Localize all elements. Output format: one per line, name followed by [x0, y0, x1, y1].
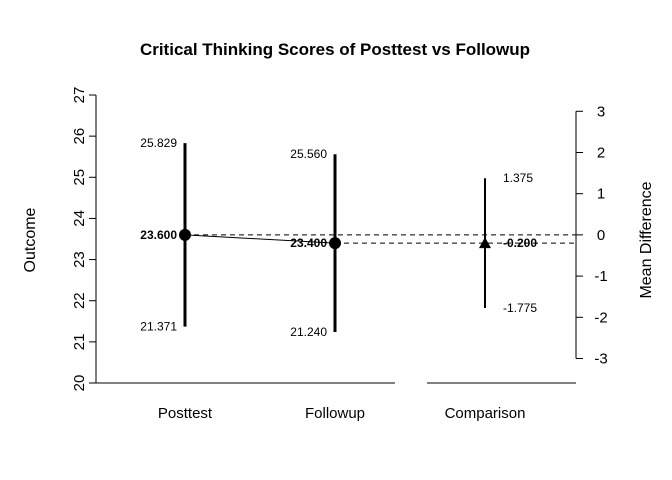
y-tick-label: 26 [71, 128, 88, 145]
connecting-line [184, 234, 336, 244]
y2-tick-label: -1 [594, 268, 607, 285]
mean-point-posttest [179, 228, 191, 241]
y2-tick-label: -2 [594, 309, 607, 326]
y-axis-label: Outcome [22, 207, 39, 272]
difference-point [479, 237, 491, 249]
y-tick-label: 21 [71, 334, 88, 351]
y2-tick-label: 1 [597, 186, 605, 203]
lower-ci-label: 21.371 [140, 320, 177, 334]
upper-ci-label: 25.560 [290, 147, 327, 161]
y2-tick-label: 2 [597, 144, 605, 161]
y-tick-label: 23 [71, 251, 88, 268]
lower-ci-label: 21.240 [290, 325, 327, 339]
mean-label: 23.400 [290, 236, 327, 250]
y-tick-label: 22 [71, 292, 88, 309]
y-tick-label: 25 [71, 169, 88, 186]
y2-tick-label: 0 [597, 227, 605, 244]
y2-tick-label: 3 [597, 103, 605, 120]
y-tick-label: 27 [71, 87, 88, 104]
upper-ci-label: 1.375 [503, 171, 533, 185]
x-tick-label: Comparison [445, 405, 526, 422]
x-tick-label: Followup [305, 405, 365, 422]
chart-title: Critical Thinking Scores of Posttest vs … [140, 40, 530, 59]
difference-label: -0.200 [503, 236, 537, 250]
x-tick-label: Posttest [158, 405, 213, 422]
upper-ci-label: 25.829 [140, 136, 177, 150]
y-tick-label: 24 [71, 210, 88, 227]
lower-ci-label: -1.775 [503, 301, 537, 315]
mean-label: 23.600 [140, 228, 177, 242]
y2-axis-label: Mean Difference [638, 181, 655, 298]
mean-point-followup [329, 237, 341, 250]
chart-marks: 25.829 21.371 23.600 25.560 21.240 23.400 1.37… [140, 136, 576, 339]
y-tick-label: 20 [71, 375, 88, 392]
y2-tick-label: -3 [594, 350, 607, 367]
